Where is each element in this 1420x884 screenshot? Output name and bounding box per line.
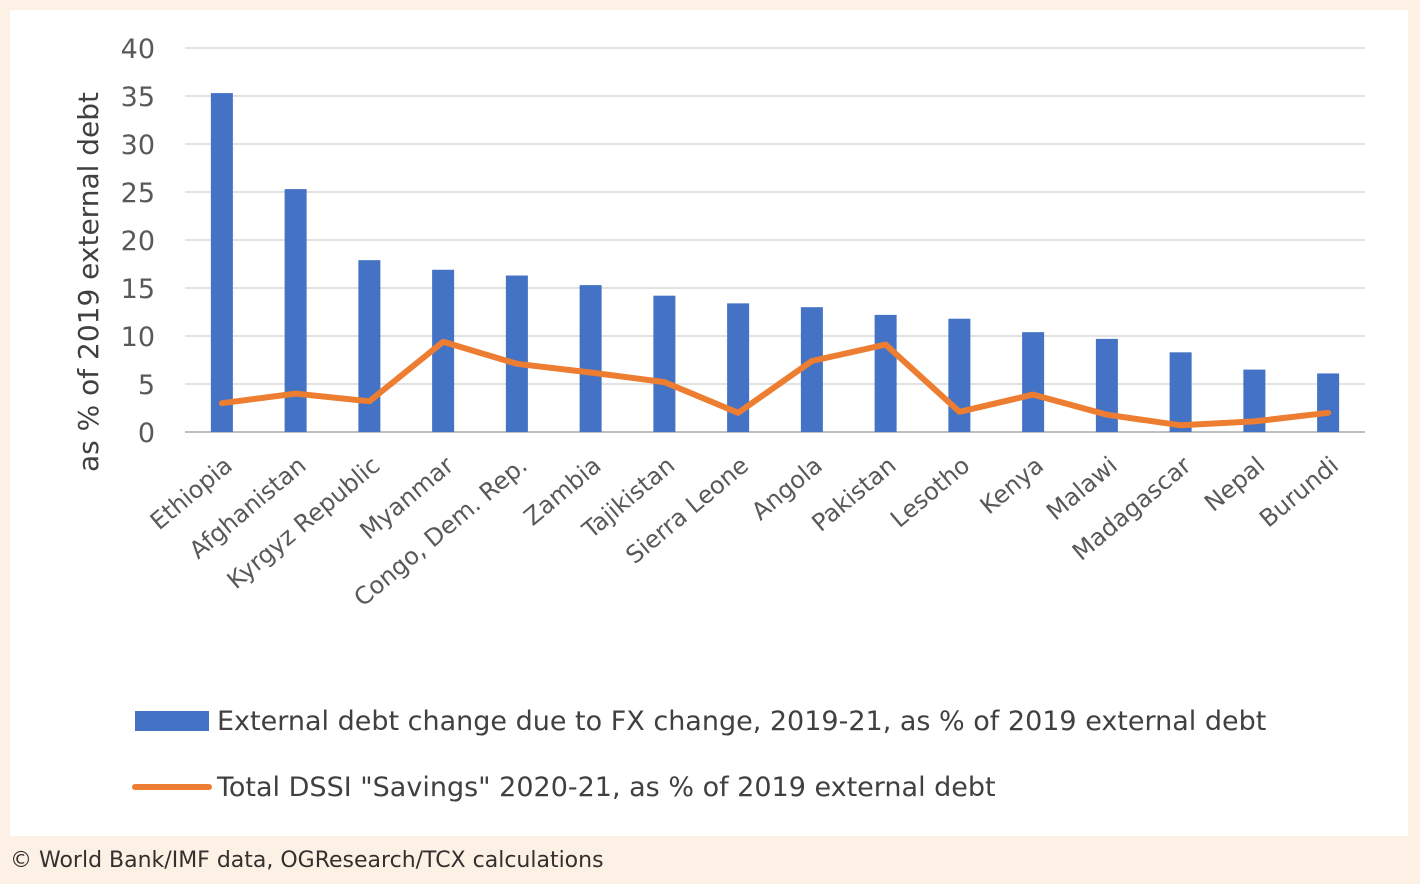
y-tick-label: 10	[121, 322, 155, 353]
line-series	[218, 338, 1332, 429]
bar-8	[800, 307, 823, 432]
bar-14	[1243, 369, 1266, 432]
line-point-10	[956, 409, 962, 415]
line-point-1	[293, 391, 299, 397]
legend-label-bar: External debt change due to FX change, 2…	[217, 706, 1266, 737]
chart-panel: 0 5 10 15 20 25 30 35 40 as % of 2019 external d…	[10, 10, 1408, 836]
bar-9	[874, 314, 897, 432]
line-point-6	[661, 379, 667, 385]
y-tick-label: 15	[121, 274, 155, 305]
y-tick-label: 40	[121, 34, 155, 65]
chart-svg: 0 5 10 15 20 25 30 35 40 as % of 2019 external d…	[72, 34, 1365, 803]
y-tick-label: 35	[121, 82, 155, 113]
bar-0	[210, 93, 233, 433]
x-tick-label: Kenya	[975, 451, 1049, 520]
line-dssi-savings	[218, 338, 1332, 429]
bar-4	[505, 275, 528, 432]
line-point-2	[366, 398, 372, 404]
y-tick-label: 25	[121, 178, 155, 209]
legend: External debt change due to FX change, 2…	[132, 706, 1266, 803]
bar-10	[948, 318, 971, 432]
y-axis-title: as % of 2019 external debt	[72, 92, 105, 472]
x-tick-label: Burundi	[1254, 451, 1344, 533]
line-point-13	[1178, 422, 1184, 428]
bar-1	[284, 189, 307, 432]
y-tick-label: 0	[138, 418, 155, 449]
line-point-11	[1030, 392, 1036, 398]
x-tick-label: Pakistan	[806, 451, 901, 537]
line-point-7	[735, 410, 741, 416]
legend-label-line: Total DSSI "Savings" 2020-21, as % of 20…	[216, 772, 996, 803]
line-point-8	[809, 358, 815, 364]
line-point-0	[219, 400, 225, 406]
bar-7	[727, 303, 750, 432]
bar-11	[1022, 332, 1045, 432]
line-point-15	[1325, 410, 1331, 416]
line-point-5	[588, 369, 594, 375]
line-point-14	[1251, 418, 1257, 424]
bar-3	[432, 269, 455, 432]
source-credit: © World Bank/IMF data, OGResearch/TCX ca…	[10, 848, 604, 873]
gridlines	[185, 47, 1365, 433]
y-tick-labels: 0 5 10 15 20 25 30 35 40	[121, 34, 155, 449]
line-point-9	[883, 342, 889, 348]
y-tick-label: 5	[138, 370, 155, 401]
bar-2	[358, 260, 381, 432]
y-tick-label: 30	[121, 130, 155, 161]
x-tick-label: Lesotho	[885, 451, 975, 533]
bar-6	[653, 295, 676, 432]
y-tick-label: 20	[121, 226, 155, 257]
legend-swatch-bar	[135, 711, 209, 731]
bar-5	[579, 285, 602, 432]
bar-12	[1095, 338, 1118, 432]
line-point-12	[1104, 412, 1110, 418]
bar-15	[1317, 373, 1340, 432]
bar-13	[1169, 352, 1192, 432]
line-point-4	[514, 361, 520, 367]
line-point-3	[440, 339, 446, 345]
